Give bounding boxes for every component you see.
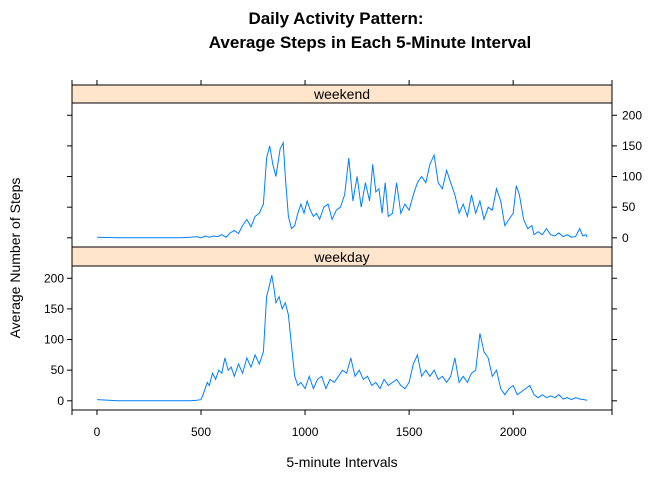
y-axis-label: Average Number of Steps: [7, 178, 23, 339]
series-line-weekend: [96, 140, 588, 239]
x-tick-label: 2000: [500, 425, 527, 439]
x-tick-label: 0: [94, 425, 101, 439]
series-line-weekday: [96, 275, 588, 402]
y-tick-label-weekday: 50: [51, 363, 65, 377]
y-tick-label-weekday: 200: [44, 271, 64, 285]
chart-title: Daily Activity Pattern:: [248, 9, 423, 28]
panel-weekend: weekend 0 50 100 150 200: [67, 84, 642, 248]
y-tick-label-weekend: 100: [622, 170, 642, 184]
strip-label-weekend: weekend: [313, 86, 370, 102]
y-tick-label-weekday: 150: [44, 302, 64, 316]
chart-panels: weekend 0 50 100 150 200 weekday 0 50 100 150 200: [44, 84, 642, 411]
x-tick-label: 500: [191, 425, 211, 439]
x-tick-label: 1000: [292, 425, 319, 439]
y-tick-label-weekday: 0: [57, 394, 64, 408]
x-axis: 0 500 1000 1500 2000: [71, 80, 613, 439]
y-tick-label-weekend: 0: [622, 231, 629, 245]
panel-weekday: weekday 0 50 100 150 200: [44, 246, 617, 411]
y-tick-label-weekend: 200: [622, 108, 642, 122]
strip-label-weekday: weekday: [313, 249, 369, 265]
y-tick-label-weekend: 150: [622, 139, 642, 153]
chart-subtitle: Average Steps in Each 5-Minute Interval: [209, 33, 531, 52]
y-tick-label-weekend: 50: [622, 200, 636, 214]
plot-frame-weekend: [71, 102, 613, 248]
x-axis-label: 5-minute Intervals: [286, 454, 397, 470]
y-tick-label-weekday: 100: [44, 333, 64, 347]
x-tick-label: 1500: [396, 425, 423, 439]
plot-frame-weekday: [71, 265, 613, 411]
